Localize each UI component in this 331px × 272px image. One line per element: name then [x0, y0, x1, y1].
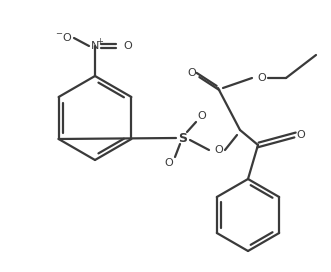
Text: O: O: [198, 111, 206, 121]
Text: O: O: [214, 145, 223, 155]
Text: O: O: [297, 130, 306, 140]
Text: N: N: [91, 41, 99, 51]
Text: O: O: [258, 73, 266, 83]
Text: O: O: [63, 33, 71, 43]
Text: +: +: [97, 38, 103, 47]
Text: O: O: [123, 41, 132, 51]
Text: S: S: [178, 131, 187, 144]
Text: O: O: [165, 158, 173, 168]
Text: −: −: [56, 29, 63, 39]
Text: O: O: [188, 68, 196, 78]
